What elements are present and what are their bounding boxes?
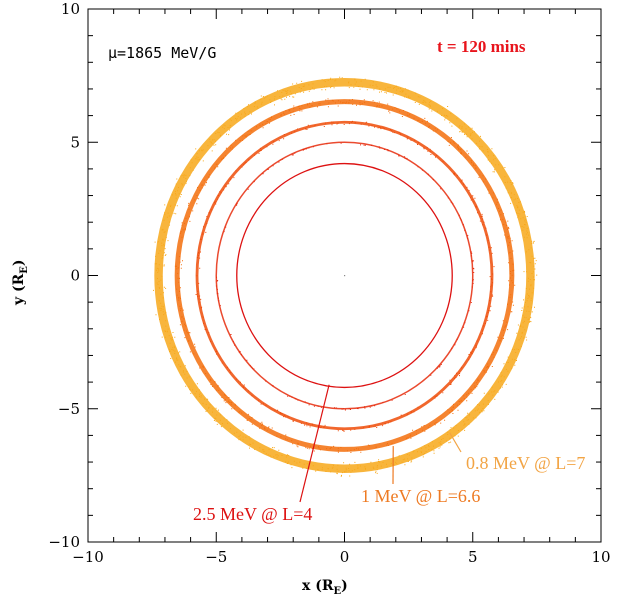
ring-band [236,162,453,389]
y-tick-label: −10 [48,533,80,551]
annotations-layer: 2.5 MeV @ L=4 1 MeV @ L=6.6 0.8 MeV @ L=… [193,384,585,524]
ticks-layer: −10 −5 0 5 10 −10 −5 0 5 10 [48,0,610,566]
x-axis-title-sub: E [333,586,341,597]
x-axis-title: x (RE) [302,578,348,597]
x-tick-label: 10 [591,548,610,566]
y-tick-label: 10 [61,0,80,18]
ring-band [154,78,535,473]
mu-label: μ=1865 MeV/G [108,44,216,62]
y-axis-title: y (RE) [11,259,30,306]
y-tick-label: 0 [70,267,80,285]
y-axis-title-sub: E [19,266,30,274]
ring-series-2 [195,120,495,432]
annotation-pointer-2.5mev [299,384,330,503]
time-label: t = 120 mins [437,37,526,56]
x-tick-label: 0 [340,548,350,566]
annotation-1mev: 1 MeV @ L=6.6 [361,486,480,506]
ring-band [215,141,474,410]
ring-series-0 [236,162,453,389]
center-point [344,275,346,277]
annotation-2.5mev: 2.5 MeV @ L=4 [193,504,312,524]
y-tick-label: −5 [58,400,80,418]
ring-series-1 [215,141,475,411]
ring-series-3 [174,98,516,454]
ring-series-4 [153,76,538,477]
x-tick-label: −10 [72,548,104,566]
x-tick-label: 5 [468,548,478,566]
x-tick-label: −5 [205,548,227,566]
rings-layer [153,76,538,477]
y-tick-label: 5 [70,133,80,151]
annotation-pointer-0.8mev [449,432,462,453]
annotation-0.8mev: 0.8 MeV @ L=7 [466,453,585,473]
